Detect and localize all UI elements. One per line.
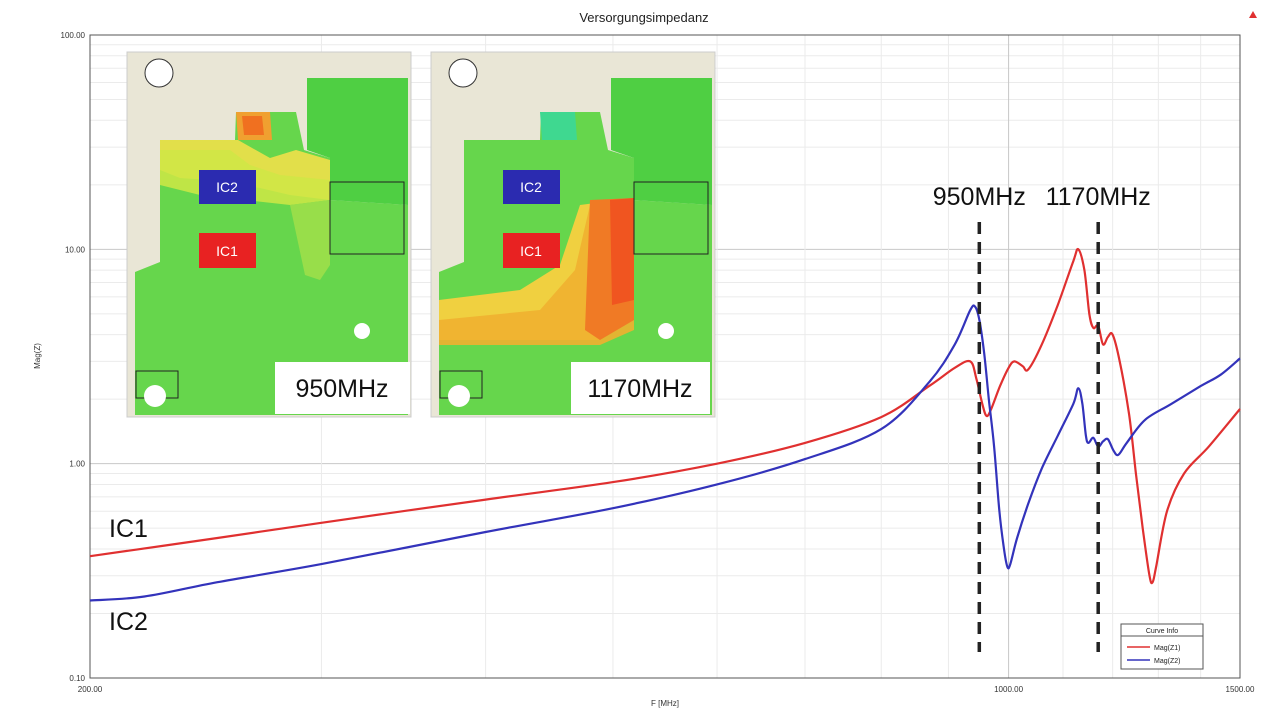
inset2-caption: 1170MHz	[587, 375, 692, 403]
legend: Curve Info Mag(Z1) Mag(Z2)	[1120, 623, 1204, 670]
marker-label-1: 950MHz	[933, 183, 1026, 211]
y-tick-labels: 0.10 1.00 10.00 100.00	[61, 31, 86, 683]
legend-title: Curve Info	[1146, 628, 1178, 635]
x-axis-label: F [MHz]	[651, 699, 679, 708]
y-tick-label: 1.00	[69, 460, 85, 469]
series-line-1	[89, 247, 1241, 585]
inset1-chip-ic2: IC2	[216, 179, 238, 195]
plot-frame	[89, 34, 1241, 679]
chart-title: Versorgungsimpedanz	[579, 10, 708, 25]
frequency-markers: 950MHz 1170MHz	[933, 183, 1151, 652]
warning-triangle-icon	[1249, 11, 1257, 18]
y-tick-label: 100.00	[61, 31, 86, 40]
series-line-2	[89, 304, 1241, 602]
x-tick-label: 1500.00	[1226, 685, 1255, 694]
data-series	[89, 247, 1241, 602]
curve-label-ic2: IC2	[109, 608, 148, 636]
board-inset-950: IC2 IC1 950MHz	[126, 51, 412, 418]
inset1-caption: 950MHz	[295, 375, 388, 403]
x-tick-labels: 200.00 1000.00 1500.00	[78, 685, 1255, 694]
legend-entry-z1: Mag(Z1)	[1154, 645, 1180, 652]
inset2-chip-ic1: IC1	[520, 243, 542, 259]
inset2-chip-ic2: IC2	[520, 179, 542, 195]
marker-label-2: 1170MHz	[1046, 183, 1151, 211]
y-tick-label: 10.00	[65, 245, 86, 254]
x-tick-label: 200.00	[78, 685, 103, 694]
x-tick-label: 1000.00	[994, 685, 1023, 694]
inset1-chip-ic1: IC1	[216, 243, 238, 259]
y-tick-label: 0.10	[69, 674, 85, 683]
y-axis-label: Mag(Z)	[33, 343, 42, 369]
curve-label-ic1: IC1	[109, 515, 148, 543]
board-inset-1170: IC2 IC1 1170MHz	[430, 51, 716, 418]
legend-entry-z2: Mag(Z2)	[1154, 658, 1180, 665]
